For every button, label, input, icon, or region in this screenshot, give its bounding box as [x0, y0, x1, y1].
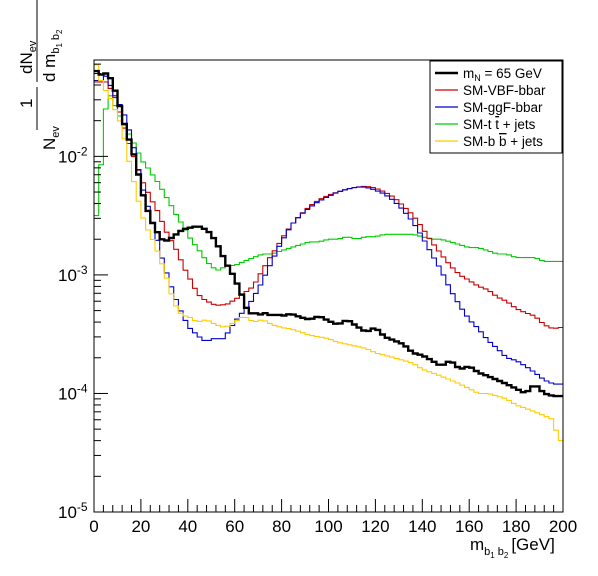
series-line-ggf: [94, 75, 563, 385]
y-title-one: 1: [17, 99, 36, 108]
x-tick-label: 40: [178, 517, 197, 536]
y-tick-label: 10-3: [58, 263, 88, 285]
x-tick-label: 20: [131, 517, 150, 536]
tick-labels-layer: 0 20 40 60 80 100 120 140 160 180 200 10-5 10-4 10-3 1…: [58, 144, 577, 536]
legend-label-ttbar: SM-t t + jets: [463, 117, 536, 132]
y-tick-label: 10-2: [58, 144, 88, 166]
legend: mN = 65 GeV SM-VBF-bbar SM-ggF-bbar SM-t…: [429, 60, 563, 154]
ticks-layer: [93, 63, 564, 513]
y-tick-label: 10-4: [58, 381, 88, 403]
y-title-dnev: dNev: [17, 40, 39, 74]
x-tick-label: 80: [272, 517, 291, 536]
legend-label-vbf: SM-VBF-bbar: [463, 83, 546, 98]
y-axis-title: 1 Nev dNev d mb1b2: [17, 0, 64, 150]
x-tick-label: 0: [89, 517, 98, 536]
series-line-signal: [94, 69, 563, 398]
x-tick-label: 180: [502, 517, 530, 536]
series-layer: [94, 64, 563, 442]
x-axis-title: mb1 b2[GeV]: [470, 535, 555, 560]
x-tick-label: 100: [314, 517, 342, 536]
y-tick-label: 10-5: [58, 500, 88, 522]
y-title-nev: Nev: [40, 126, 62, 150]
y-title-dm: d mb1b2: [40, 29, 64, 82]
series-line-bbbar: [94, 64, 563, 442]
series-line-vbf: [94, 81, 563, 329]
legend-label-ggf: SM-ggF-bbar: [463, 100, 543, 115]
x-tick-label: 160: [455, 517, 483, 536]
series-line-ttbar: [94, 95, 563, 271]
legend-label-signal: mN = 65 GeV: [463, 66, 542, 83]
x-tick-label: 60: [225, 517, 244, 536]
x-tick-label: 140: [408, 517, 436, 536]
x-tick-label: 200: [549, 517, 577, 536]
x-tick-label: 120: [361, 517, 389, 536]
legend-label-bbbar: SM-b b + jets: [463, 134, 543, 149]
